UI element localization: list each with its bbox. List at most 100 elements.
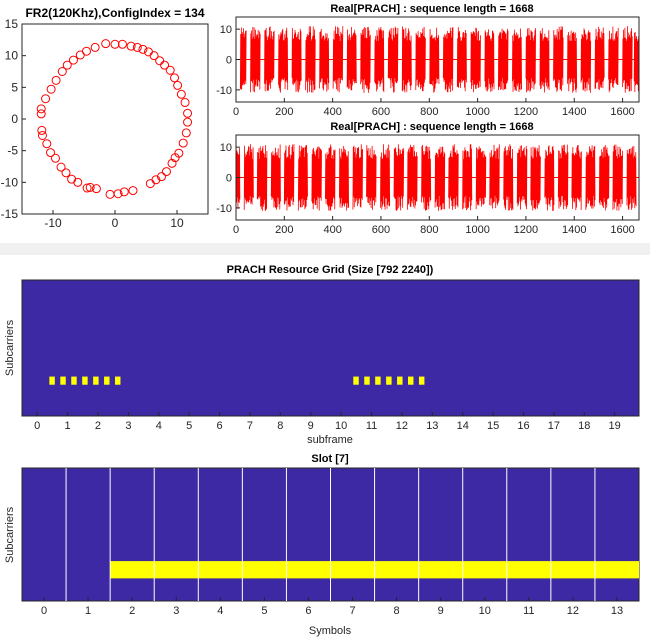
- x-tick-label: 9: [308, 420, 314, 432]
- waveform-plot-2: Real[PRACH] : sequence length = 1668 0 20…: [216, 121, 640, 236]
- y-tick-label: -5: [7, 144, 18, 158]
- waveform-burst: [239, 27, 247, 90]
- waveform-burst: [421, 144, 432, 211]
- x-tick-label: 1000: [465, 106, 489, 118]
- waveform-burst: [544, 145, 555, 211]
- prach-occasion-block: [49, 376, 55, 385]
- constellation-point: [170, 153, 180, 163]
- x-tick-label: 1: [85, 605, 91, 617]
- waveform-burst: [567, 30, 578, 93]
- constellation-point: [62, 60, 72, 70]
- x-tick-label: 0: [41, 605, 47, 617]
- constellation-point: [183, 108, 193, 118]
- y-tick-label: -15: [1, 207, 19, 221]
- y-tick-label: 10: [5, 49, 19, 63]
- y-tick-label: 10: [220, 142, 232, 154]
- constellation-points: [36, 39, 193, 199]
- waveform-burst: [622, 26, 633, 93]
- x-tick-label: 1000: [465, 224, 489, 236]
- prach-occasion-block: [386, 376, 392, 385]
- x-tick-label: 200: [275, 224, 293, 236]
- slot-ylabel: Subcarriers: [4, 506, 16, 563]
- waveform-burst: [319, 28, 330, 92]
- resource-grid-ylabel: Subcarriers: [4, 319, 16, 376]
- constellation-plot: FR2(120Khz),ConfigIndex = 134 -10 0 10 -15…: [1, 6, 209, 230]
- y-tick-label: 0: [226, 173, 232, 185]
- waveform-burst: [256, 145, 268, 211]
- waveform-burst: [516, 145, 528, 210]
- constellation-point: [126, 41, 136, 51]
- x-tick-label: 12: [567, 605, 579, 617]
- x-tick-label: 0: [233, 106, 239, 118]
- waveform-burst: [407, 144, 418, 210]
- constellation-y-ticks: -15 -10 -5 0 5 10 15: [1, 17, 26, 221]
- constellation-point: [180, 98, 190, 108]
- waveform-burst: [475, 146, 487, 210]
- constellation-point: [170, 73, 180, 83]
- prach-occasion-block: [353, 376, 359, 385]
- waveform-burst: [626, 145, 637, 211]
- constellation-point: [91, 184, 101, 194]
- constellation-point: [36, 104, 46, 114]
- constellation-point: [67, 174, 77, 184]
- x-tick-label: 5: [261, 605, 267, 617]
- prach-occasion-block: [104, 376, 110, 385]
- constellation-point: [90, 42, 100, 52]
- constellation-point: [183, 117, 193, 127]
- x-tick-label: 200: [275, 106, 293, 118]
- waveform-burst: [484, 29, 495, 92]
- constellation-x-ticks: -10 0 10: [44, 210, 184, 230]
- waveform-2-title: Real[PRACH] : sequence length = 1668: [330, 121, 533, 133]
- x-tick-label: 18: [578, 420, 590, 432]
- constellation-point: [176, 89, 186, 99]
- waveform-burst: [580, 28, 592, 93]
- y-tick-label: 15: [5, 17, 19, 31]
- constellation-point: [119, 187, 129, 197]
- x-tick-label: 4: [156, 420, 162, 432]
- y-tick-label: -10: [216, 203, 232, 215]
- x-tick-label: 2: [95, 420, 101, 432]
- waveform-burst: [612, 144, 623, 211]
- x-tick-label: 11: [523, 605, 534, 617]
- waveform-burst: [557, 144, 569, 210]
- waveform-burst: [324, 144, 336, 211]
- waveform-burst: [291, 28, 302, 93]
- resource-grid-active-blocks: [49, 376, 425, 385]
- x-tick-label: 600: [372, 224, 390, 236]
- waveform-burst: [374, 26, 385, 93]
- waveform-burst: [393, 144, 405, 211]
- prach-occasion-block: [115, 376, 121, 385]
- x-tick-label: 1600: [610, 224, 634, 236]
- waveform-1-title: Real[PRACH] : sequence length = 1668: [330, 3, 533, 15]
- waveform-burst: [608, 26, 619, 93]
- waveform-burst: [387, 26, 399, 93]
- slot-x-ticks: 0 1 2 3 4 5 6 7 8 9 10 11 12 13: [41, 597, 623, 617]
- constellation-point: [173, 80, 183, 90]
- y-tick-label: 5: [11, 80, 18, 94]
- resource-grid-title: PRACH Resource Grid (Size [792 2240]): [227, 264, 434, 276]
- x-tick-label: 3: [173, 605, 179, 617]
- waveform-burst: [305, 26, 316, 93]
- prach-occasion-block: [418, 376, 425, 385]
- waveform-2-trace: [235, 144, 639, 211]
- constellation-point: [145, 179, 155, 189]
- waveform-1-trace: [236, 26, 640, 93]
- x-tick-label: 0: [112, 216, 119, 230]
- waveform-burst: [235, 148, 241, 211]
- waveform-burst: [332, 26, 344, 93]
- constellation-point: [167, 158, 177, 168]
- x-tick-label: 1600: [610, 106, 634, 118]
- y-tick-label: -10: [216, 85, 232, 97]
- x-tick-label: 0: [233, 224, 239, 236]
- waveform-burst: [489, 144, 500, 209]
- waveform-burst: [462, 144, 473, 211]
- waveform-burst: [429, 27, 440, 93]
- waveform-burst: [278, 27, 289, 93]
- constellation-point: [157, 172, 166, 182]
- waveform-burst: [539, 28, 550, 93]
- waveform-burst: [283, 144, 295, 211]
- x-tick-label: 1200: [514, 224, 538, 236]
- x-tick-label: 13: [611, 605, 623, 617]
- constellation-point: [181, 128, 191, 138]
